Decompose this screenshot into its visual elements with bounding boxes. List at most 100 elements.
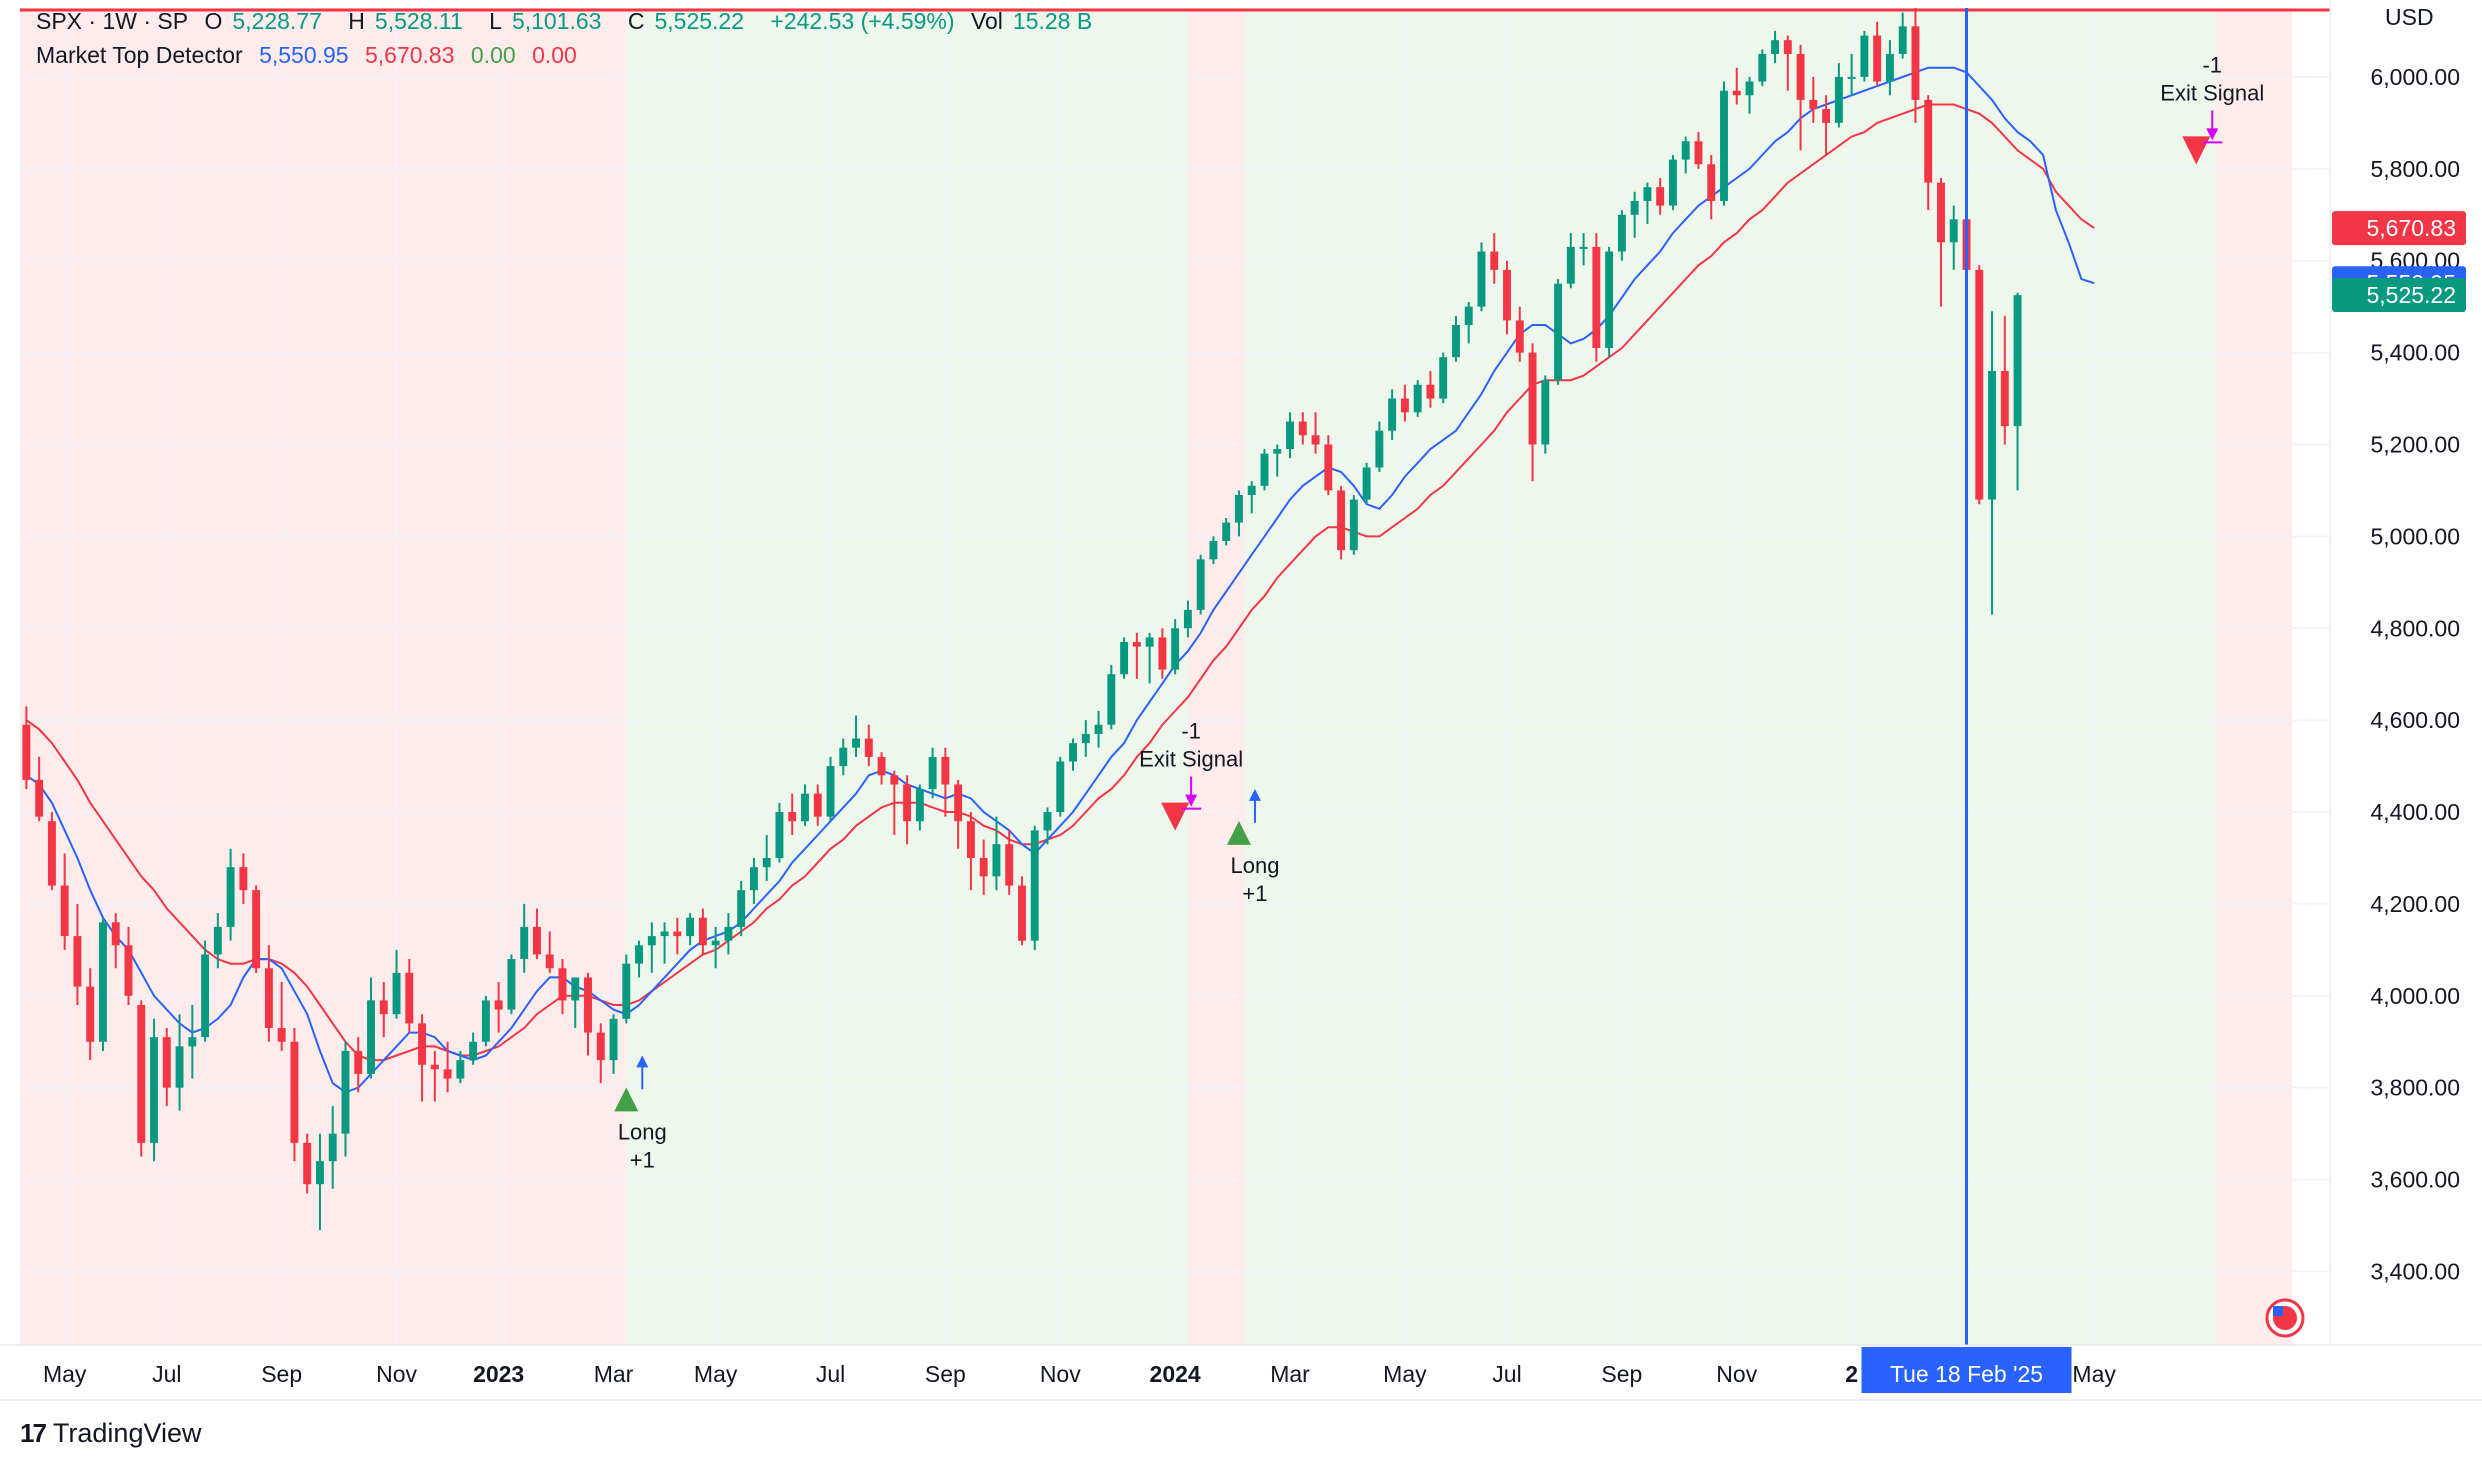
candle [1681,136,1690,174]
candle [762,835,771,881]
candle [545,931,554,973]
exit-signal-size: -1 [2202,52,2222,77]
candle-body [1975,269,1984,500]
candle-body [788,812,797,822]
candle [609,1014,618,1074]
x-tick-label: May [2072,1361,2116,1387]
tradingview-logo[interactable]: 17 TradingView [20,1418,202,1449]
indicator-fast-value: 5,550.95 [259,42,349,68]
candle [1043,807,1052,845]
candle [1643,182,1652,224]
candle [1362,462,1371,505]
candle-body [1783,40,1792,54]
x-tick-label: May [1383,1361,1427,1387]
candle-body [1171,628,1180,670]
y-tick-label: 3,400.00 [2370,1258,2460,1284]
candle-body [1337,490,1346,551]
candle-body [1924,99,1933,183]
candle [1005,830,1014,895]
candle-body [1630,200,1639,215]
candle [303,1133,312,1194]
candle-body [2000,370,2009,427]
candle-body [201,954,210,1038]
candle [1235,490,1243,537]
candle-body [1005,844,1014,886]
candle-body [954,784,963,822]
candle-body [290,1041,299,1143]
candle [392,949,401,1019]
candle-body [1439,357,1448,399]
candle [124,926,133,1006]
candle [647,922,656,973]
candle [1132,632,1141,679]
candle [1988,311,1997,615]
candle [1528,343,1537,482]
price-tag-box [2332,211,2466,246]
tradingview-wordmark: TradingView [52,1418,202,1448]
candle-body [864,738,873,757]
candle-body [1081,733,1090,744]
candle-body [571,977,580,1001]
symbol-label[interactable]: SPX · 1W · SP [36,8,189,34]
y-tick-label: 6,000.00 [2370,64,2460,90]
candle [788,793,797,836]
candle [954,779,963,849]
candle-body [1298,421,1307,436]
candle-body [456,1060,465,1079]
signal-long: Long +1 [1226,788,1279,906]
candle-body [430,1064,439,1070]
candle [264,945,273,1042]
candle-body [481,1000,490,1042]
candle [1975,265,1984,505]
candle-body [1235,495,1243,523]
candle-body [1362,467,1371,500]
candle [941,747,950,817]
candle [1885,40,1894,96]
candle-body [928,756,937,790]
candle-body [1592,246,1601,348]
candle [826,756,835,822]
candle-body [367,1000,375,1074]
candle [1860,30,1869,82]
candle [175,1014,184,1111]
candle [1056,756,1065,817]
x-tick-label: 2024 [1150,1361,1201,1387]
candle [1758,49,1767,87]
candle-body [277,1027,286,1042]
candle [1030,825,1039,950]
candle [1286,412,1294,459]
candle [1400,384,1409,422]
x-tick-label: Jul [816,1361,845,1387]
candle [1630,191,1639,238]
candle [494,982,503,1033]
candle-body [1566,246,1575,284]
candle-body [596,1032,605,1061]
indicator-name[interactable]: Market Top Detector [36,42,243,68]
x-tick-label: Nov [1716,1361,1757,1387]
candle-body [162,1037,171,1088]
candle-body [775,812,784,858]
y-tick-label: 4,400.00 [2370,799,2460,825]
candle-body [111,922,120,946]
candle [226,848,235,941]
candle [801,784,809,826]
x-tick-label: Sep [925,1361,966,1387]
candle [1503,260,1511,335]
exit-signal-label: Exit Signal [2160,80,2264,105]
candle-body [1400,398,1409,413]
candle [520,903,529,973]
candle [622,954,631,1024]
price-tag: 5,525.22 [2332,278,2466,313]
candle [1656,177,1665,215]
candle [60,853,69,950]
candle [1834,63,1843,128]
candle [877,752,886,785]
candle-body [1132,642,1141,647]
candle [1158,628,1167,679]
candle-body [494,1000,503,1010]
candle-body [1911,26,1920,100]
candle [1911,8,1920,123]
candle [1949,205,1958,270]
